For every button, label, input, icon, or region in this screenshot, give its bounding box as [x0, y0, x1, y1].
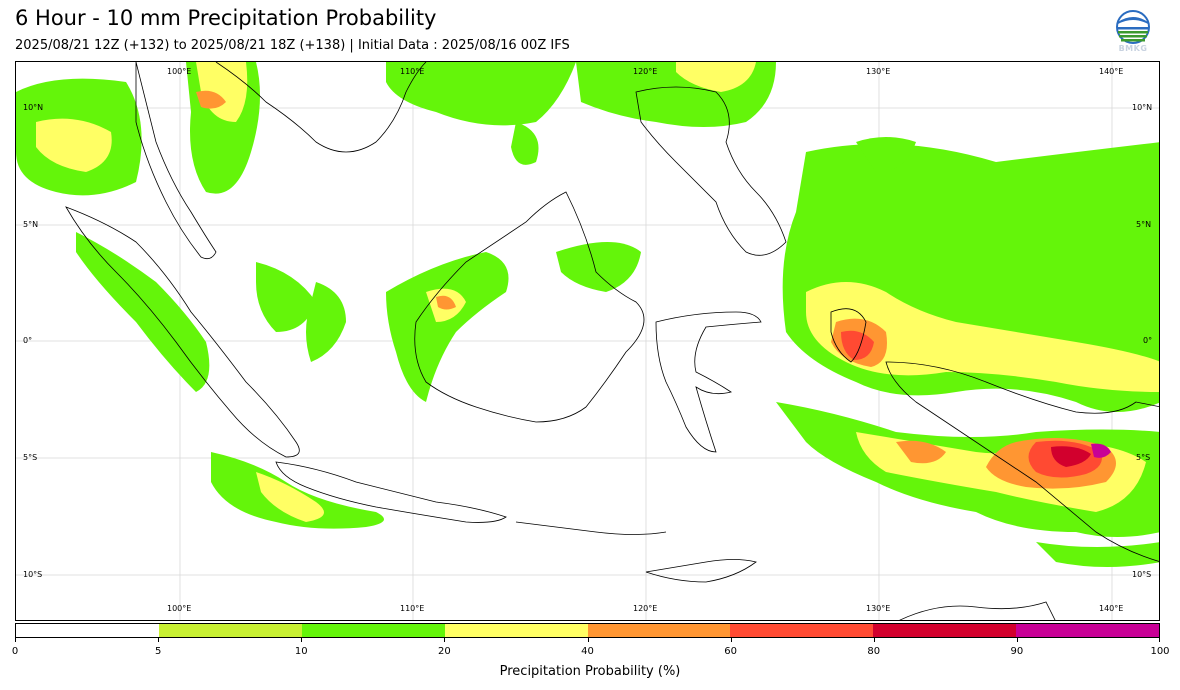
lon-label-bottom: 130°E [866, 604, 891, 613]
colorbar-segment [587, 624, 731, 637]
colorbar-segment [444, 624, 588, 637]
colorbar-tick-label: 20 [438, 646, 451, 657]
lon-label-top: 140°E [1099, 67, 1124, 76]
lon-label-top: 130°E [866, 67, 891, 76]
bmkg-logo-icon [1114, 10, 1152, 54]
lat-label-left: 10°N [23, 103, 44, 112]
colorbar-segment [1016, 624, 1159, 637]
colorbar-segment [873, 624, 1017, 637]
colorbar-tick [730, 638, 732, 642]
lat-label-left: 5°S [23, 453, 38, 462]
lon-label-top: 120°E [633, 67, 658, 76]
map-canvas [16, 62, 1159, 620]
colorbar-tick-label: 10 [294, 646, 308, 657]
colorbar-segment [158, 624, 302, 637]
lon-label-bottom: 100°E [167, 604, 192, 613]
colorbar-tick [158, 638, 160, 642]
lon-label-bottom: 110°E [400, 604, 425, 613]
colorbar-tick-label: 90 [1010, 646, 1024, 657]
colorbar [15, 623, 1160, 638]
lon-label-top: 110°E [400, 67, 425, 76]
colorbar-tick [1159, 638, 1160, 642]
coastlines [65, 62, 1159, 620]
colorbar-tick-label: 80 [867, 646, 881, 657]
lat-label-left: 0° [23, 336, 33, 345]
colorbar-tick-label: 5 [154, 646, 162, 657]
lat-label-right: 5°N [1136, 220, 1152, 229]
colorbar-segment [301, 624, 445, 637]
chart-title: 6 Hour - 10 mm Precipitation Probability [15, 6, 437, 30]
lat-label-left: 5°N [23, 220, 39, 229]
lat-label-right: 10°S [1132, 570, 1152, 579]
lat-label-left: 10°S [23, 570, 43, 579]
precip-10-20 [16, 62, 1159, 567]
lon-label-bottom: 140°E [1099, 604, 1124, 613]
colorbar-title: Precipitation Probability (%) [499, 664, 681, 679]
lat-label-right: 5°S [1136, 453, 1151, 462]
colorbar-tick [1016, 638, 1018, 642]
colorbar-tick [873, 638, 875, 642]
colorbar-tick-label: 0 [11, 646, 19, 657]
colorbar-tick [15, 638, 16, 642]
colorbar-tick-label: 60 [724, 646, 737, 657]
colorbar-tick-label: 40 [581, 646, 594, 657]
colorbar-segment [16, 624, 159, 637]
lon-label-bottom: 120°E [633, 604, 658, 613]
lat-label-right: 10°N [1132, 103, 1153, 112]
precipitation-map: 100°E 110°E 120°E 130°E 140°E 100°E 110°… [15, 61, 1160, 621]
logo-text: BMKG [1118, 44, 1148, 53]
colorbar-tick [301, 638, 303, 642]
colorbar-tick-label: 100 [1150, 646, 1170, 657]
lat-label-right: 0° [1143, 336, 1153, 345]
colorbar-tick [587, 638, 589, 642]
colorbar-tick [444, 638, 446, 642]
colorbar-segment [730, 624, 874, 637]
lon-label-top: 100°E [167, 67, 192, 76]
precip-80-100 [1051, 443, 1111, 467]
chart-subtitle: 2025/08/21 12Z (+132) to 2025/08/21 18Z … [15, 38, 570, 53]
